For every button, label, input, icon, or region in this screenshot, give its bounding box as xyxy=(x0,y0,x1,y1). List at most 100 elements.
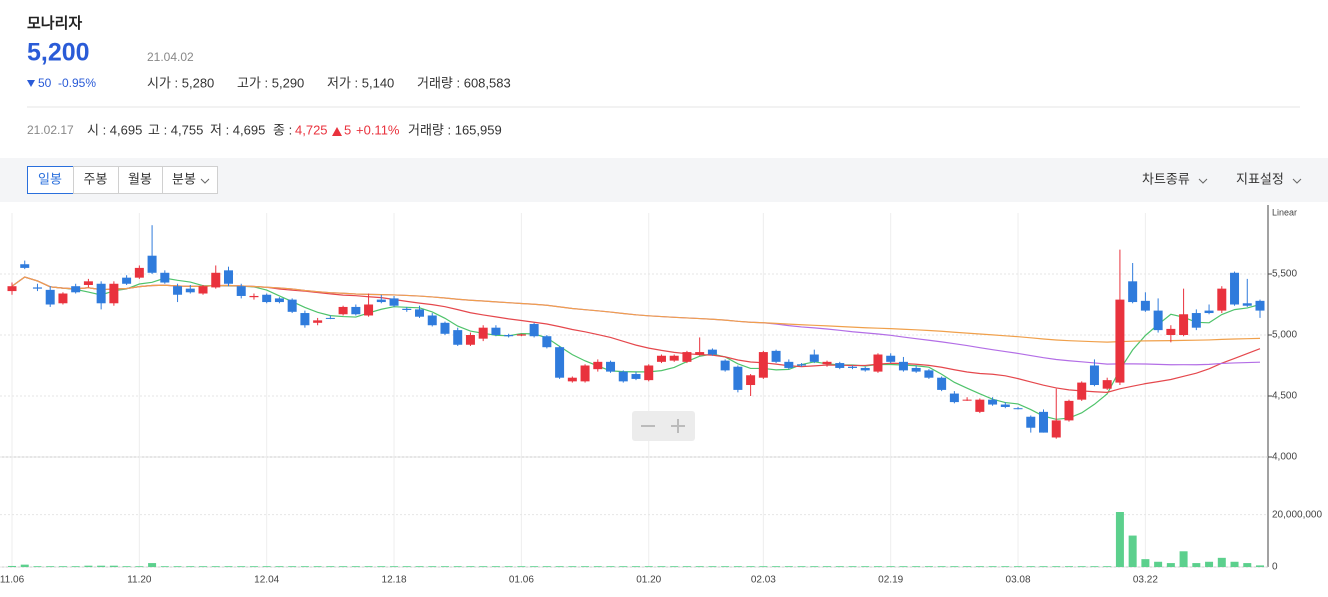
hover-change: 5 xyxy=(344,122,351,137)
x-tick-label: 11.20 xyxy=(127,575,152,586)
volume-bar xyxy=(682,566,691,567)
volume-bar xyxy=(326,566,335,567)
tab[interactable] xyxy=(27,166,74,194)
volume-bar xyxy=(1001,566,1010,567)
hover-stat: 고 : 4,755 xyxy=(148,122,203,137)
tab-label: 일봉 xyxy=(38,171,62,186)
menu[interactable]: 지표설정 xyxy=(1236,171,1284,186)
volume-bar xyxy=(20,564,29,567)
volume-bar xyxy=(1179,551,1188,567)
candle-body xyxy=(962,399,972,401)
x-tick-label: 01.20 xyxy=(636,575,661,586)
volume-bar xyxy=(873,566,882,567)
candle-body xyxy=(185,288,195,293)
volume-bar xyxy=(84,565,93,567)
candle-body xyxy=(542,336,552,348)
x-tick-label: 12.04 xyxy=(254,575,279,586)
candle-body xyxy=(32,287,42,289)
candle-body xyxy=(746,375,756,386)
hover-close-label: 종 : xyxy=(273,122,292,137)
y-tick-label: 4,500 xyxy=(1272,391,1297,402)
y-tick-label: 5,000 xyxy=(1272,330,1297,341)
candle-body xyxy=(618,371,628,382)
candle-body xyxy=(160,272,170,283)
volume-bar xyxy=(593,566,602,567)
candle-body xyxy=(720,360,730,371)
volume-bar xyxy=(1115,512,1124,567)
candle-body xyxy=(351,306,361,315)
hover-stat: 시 : 4,695 xyxy=(87,122,142,137)
candle-body xyxy=(1026,416,1036,428)
x-tick-label: 11.06 xyxy=(0,575,25,586)
chevron xyxy=(1198,178,1208,184)
volume-bar xyxy=(224,566,233,567)
tab-label: 월봉 xyxy=(128,171,152,186)
volume-bar xyxy=(823,566,832,567)
candle-body xyxy=(1000,404,1010,407)
candle-body xyxy=(465,335,475,345)
volume-bar xyxy=(835,566,844,567)
toolbar xyxy=(0,158,1328,202)
y-tick-label: 5,500 xyxy=(1272,269,1297,280)
tab[interactable] xyxy=(118,166,163,194)
hover-stat: 저 : 4,695 xyxy=(210,122,265,137)
candle-body xyxy=(1179,314,1189,335)
volume-bar xyxy=(606,566,615,567)
volume-bar xyxy=(1064,566,1073,567)
chevron xyxy=(200,178,210,184)
volume-bar xyxy=(517,566,526,567)
candle-body xyxy=(440,322,450,334)
volume-bar xyxy=(97,565,106,567)
volume-bar xyxy=(351,566,360,567)
candle-body xyxy=(1115,299,1125,383)
candle-body xyxy=(822,361,832,365)
zoom-box xyxy=(632,411,695,441)
candle-body xyxy=(58,293,68,304)
volume-bar xyxy=(211,566,220,567)
candle-body xyxy=(555,347,565,378)
candle-body xyxy=(860,367,870,371)
volume-bar xyxy=(1077,566,1086,567)
volume-bar xyxy=(746,566,755,567)
volume-bar xyxy=(58,566,67,567)
volume-bar xyxy=(364,566,373,567)
candle-body xyxy=(96,283,106,304)
candle-body xyxy=(338,306,348,315)
volume-bar xyxy=(390,566,399,567)
volume-bar xyxy=(466,566,475,567)
volume-bar xyxy=(1014,566,1023,567)
volume-bar xyxy=(377,566,386,567)
volume-bar xyxy=(1052,566,1061,567)
candle-body xyxy=(1255,300,1265,311)
candle-body xyxy=(797,364,807,366)
candle-body xyxy=(389,298,399,306)
candle-body xyxy=(593,361,603,370)
tab[interactable] xyxy=(73,166,119,194)
volume-bar xyxy=(415,566,424,567)
volume-bar xyxy=(810,566,819,567)
candle-body xyxy=(656,355,666,362)
candle-body xyxy=(886,355,896,362)
menu[interactable]: 차트종류 xyxy=(1142,171,1190,186)
up-arrow xyxy=(332,127,342,136)
candle-body xyxy=(7,286,17,292)
volume-bar xyxy=(1090,566,1099,567)
candle-body xyxy=(567,377,577,382)
header-stat: 거래량 : 608,583 xyxy=(417,75,511,90)
candle-body xyxy=(504,335,514,337)
y-tick-label: 4,000 xyxy=(1272,452,1297,463)
volume-bar xyxy=(122,566,131,567)
x-tick-label: 12.18 xyxy=(382,575,407,586)
candle-body xyxy=(695,352,705,355)
volume-bar xyxy=(1103,566,1112,567)
volume-bar xyxy=(937,566,946,567)
volume-bar xyxy=(46,566,55,567)
volume-bar xyxy=(313,566,322,567)
zoom-control xyxy=(632,411,695,441)
price-date: 21.04.02 xyxy=(147,50,194,64)
header-stat: 고가 : 5,290 xyxy=(237,75,304,90)
volume-bar xyxy=(491,566,500,567)
candle-body xyxy=(249,295,259,298)
candle-body xyxy=(1217,288,1227,311)
scale-label: Linear xyxy=(1272,207,1297,217)
